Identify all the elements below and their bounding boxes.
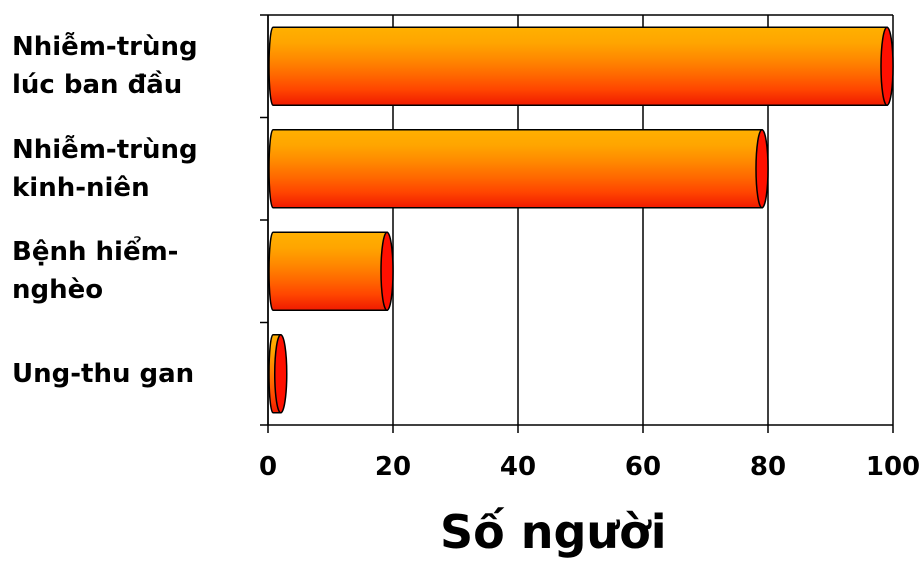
x-tick-label: 0: [259, 452, 277, 482]
category-label: Bệnh hiểm- nghèo: [12, 237, 179, 306]
bar-end-cap: [755, 129, 769, 209]
bar-end-cap: [880, 26, 894, 106]
bar-end-cap: [274, 334, 288, 414]
bar-body: [268, 231, 388, 311]
bar: [268, 231, 394, 311]
x-tick-label: 100: [866, 452, 920, 482]
x-tick-label: 60: [625, 452, 661, 482]
bar-layer: [268, 26, 894, 414]
x-tick-label: 80: [750, 452, 786, 482]
bar: [268, 334, 288, 414]
bar-body: [268, 129, 763, 209]
bar: [268, 129, 769, 209]
x-tick-label: 20: [375, 452, 411, 482]
category-label: Ung-thu gan: [12, 358, 195, 389]
x-axis-title: Số người: [440, 505, 667, 559]
x-tick-label: 40: [500, 452, 536, 482]
tick-layer: 0 20 40 60 80 100: [259, 14, 920, 482]
category-label: Nhiễm-trùng lúc ban đầu: [12, 32, 198, 101]
bar: [268, 26, 894, 106]
category-label: Nhiễm-trùng kinh-niên: [12, 134, 198, 203]
bar-end-cap: [380, 231, 394, 311]
bar-body: [268, 26, 888, 106]
